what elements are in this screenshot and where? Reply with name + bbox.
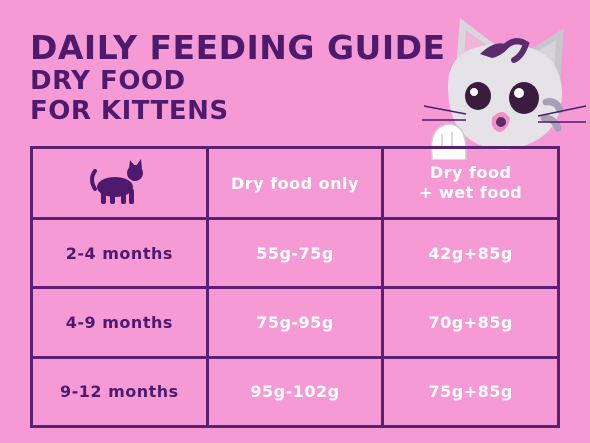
column-header-dry-wet-line2: + wet food (419, 183, 523, 202)
cell-dry-wet: 75g+85g (381, 355, 560, 429)
column-header-dry-wet: Dry food + wet food (381, 146, 560, 220)
table-row: 4-9 months 75g-95g 70g+85g (30, 286, 560, 359)
kitten-peeking-icon (422, 18, 587, 160)
column-header-dry-only: Dry food only (205, 146, 385, 220)
table-row: 9-12 months 95g-102g 75g+85g (30, 355, 560, 429)
feeding-table: Dry food only Dry food + wet food 2-4 mo… (30, 146, 560, 429)
cell-dry-wet: 42g+85g (381, 216, 560, 290)
table-header-row: Dry food only Dry food + wet food (30, 146, 560, 220)
column-header-dry-wet-line1: Dry food (429, 163, 512, 182)
row-age-label: 2-4 months (30, 216, 209, 290)
cat-silhouette-icon (90, 159, 144, 204)
row-age-label: 9-12 months (30, 355, 209, 429)
header-icon-cell (30, 146, 209, 220)
page-subtitle-line2: FOR KITTENS (30, 96, 229, 126)
cell-dry-wet: 70g+85g (381, 286, 560, 359)
table-row: 2-4 months 55g-75g 42g+85g (30, 216, 560, 290)
cell-dry-only: 55g-75g (205, 216, 385, 290)
title-block: DAILY FEEDING GUIDE DRY FOOD FOR KITTENS (30, 28, 446, 127)
cell-dry-only: 75g-95g (205, 286, 385, 359)
page-subtitle-line1: DRY FOOD (30, 66, 186, 96)
row-age-label: 4-9 months (30, 286, 209, 359)
cell-dry-only: 95g-102g (205, 355, 385, 429)
page-title: DAILY FEEDING GUIDE (30, 28, 446, 67)
